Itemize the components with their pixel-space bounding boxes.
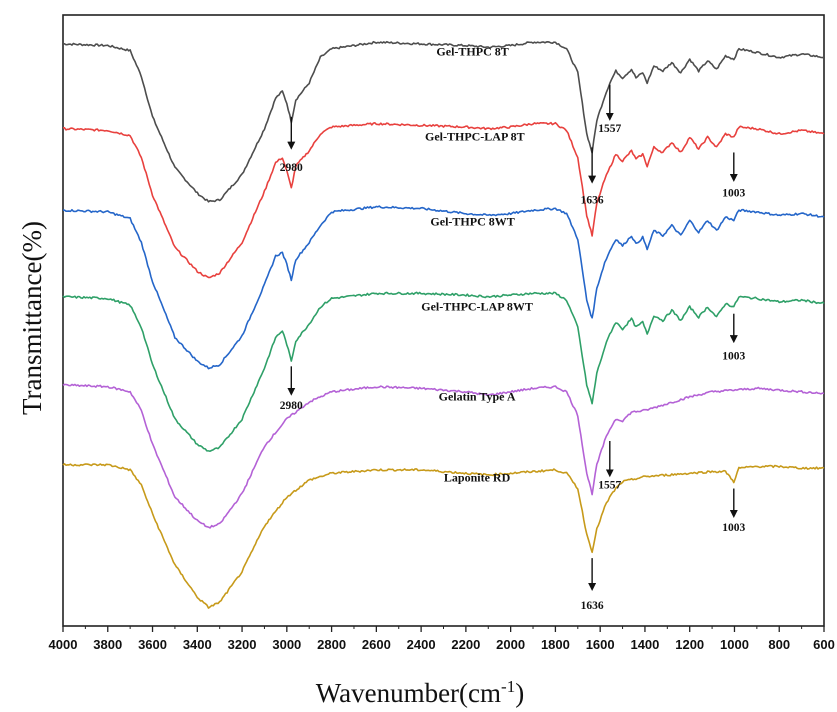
series-label: Gel-THPC-LAP 8WT: [421, 299, 533, 313]
x-axis-title: Wavenumber(cm-1): [316, 677, 524, 708]
series-label: Gel-THPC 8T: [436, 45, 508, 59]
peak-label: 2980: [280, 162, 303, 174]
series-line: [62, 291, 825, 453]
x-tick-label: 800: [768, 637, 790, 652]
series-label: Laponite RD: [444, 471, 511, 485]
x-tick-label: 2800: [317, 637, 346, 652]
peak-label: 1636: [581, 600, 604, 612]
peak-annotations: 2980 1557 1636 1003 1003 2980 1557 1003 1636: [280, 84, 746, 612]
peak-label: 1557: [598, 123, 621, 135]
peak-label: 2980: [280, 400, 303, 412]
y-axis-title: Transmittance(%): [17, 221, 47, 415]
series-label: Gel-THPC 8WT: [430, 214, 514, 228]
x-tick-label: 3800: [93, 637, 122, 652]
series-lines: [62, 40, 825, 609]
peak-label: 1003: [722, 188, 745, 200]
series-label: Gel-THPC-LAP 8T: [425, 130, 525, 144]
series-labels: Gel-THPC 8T Gel-THPC-LAP 8T Gel-THPC 8WT Ge…: [421, 45, 533, 485]
x-tick-label: 600: [813, 637, 835, 652]
series-line: [62, 205, 825, 370]
x-tick-label: 2600: [362, 637, 391, 652]
series-line: [62, 383, 825, 529]
peak-label: 1557: [598, 480, 621, 492]
x-tick-label: 2400: [407, 637, 436, 652]
x-tick-label: 3200: [228, 637, 257, 652]
series-line: [62, 463, 825, 609]
x-tick-label: 3400: [183, 637, 212, 652]
peak-label: 1003: [722, 522, 745, 534]
series-line: [62, 40, 825, 203]
x-tick-label: 3600: [138, 637, 167, 652]
x-tick-label: 1800: [541, 637, 570, 652]
x-tick-label: 2200: [451, 637, 480, 652]
x-tick-label: 2000: [496, 637, 525, 652]
x-tick-label: 1600: [586, 637, 615, 652]
plot-frame: [62, 14, 825, 627]
x-axis-title-close: ): [515, 678, 524, 708]
x-tick-label: 3000: [272, 637, 301, 652]
peak-label: 1003: [722, 351, 745, 363]
x-tick-label: 1200: [675, 637, 704, 652]
x-axis-title-superscript: -1: [501, 677, 515, 696]
peak-label: 1636: [581, 194, 604, 206]
x-tick-label: 4000: [49, 637, 78, 652]
x-axis: 4000 3800 3600 3400 3200 3000 2800 2600 2400 2200…: [49, 626, 835, 652]
series-label: Gelatin Type A: [439, 389, 516, 403]
x-tick-label: 1400: [630, 637, 659, 652]
series-line: [63, 121, 825, 279]
x-tick-label: 1000: [720, 637, 749, 652]
